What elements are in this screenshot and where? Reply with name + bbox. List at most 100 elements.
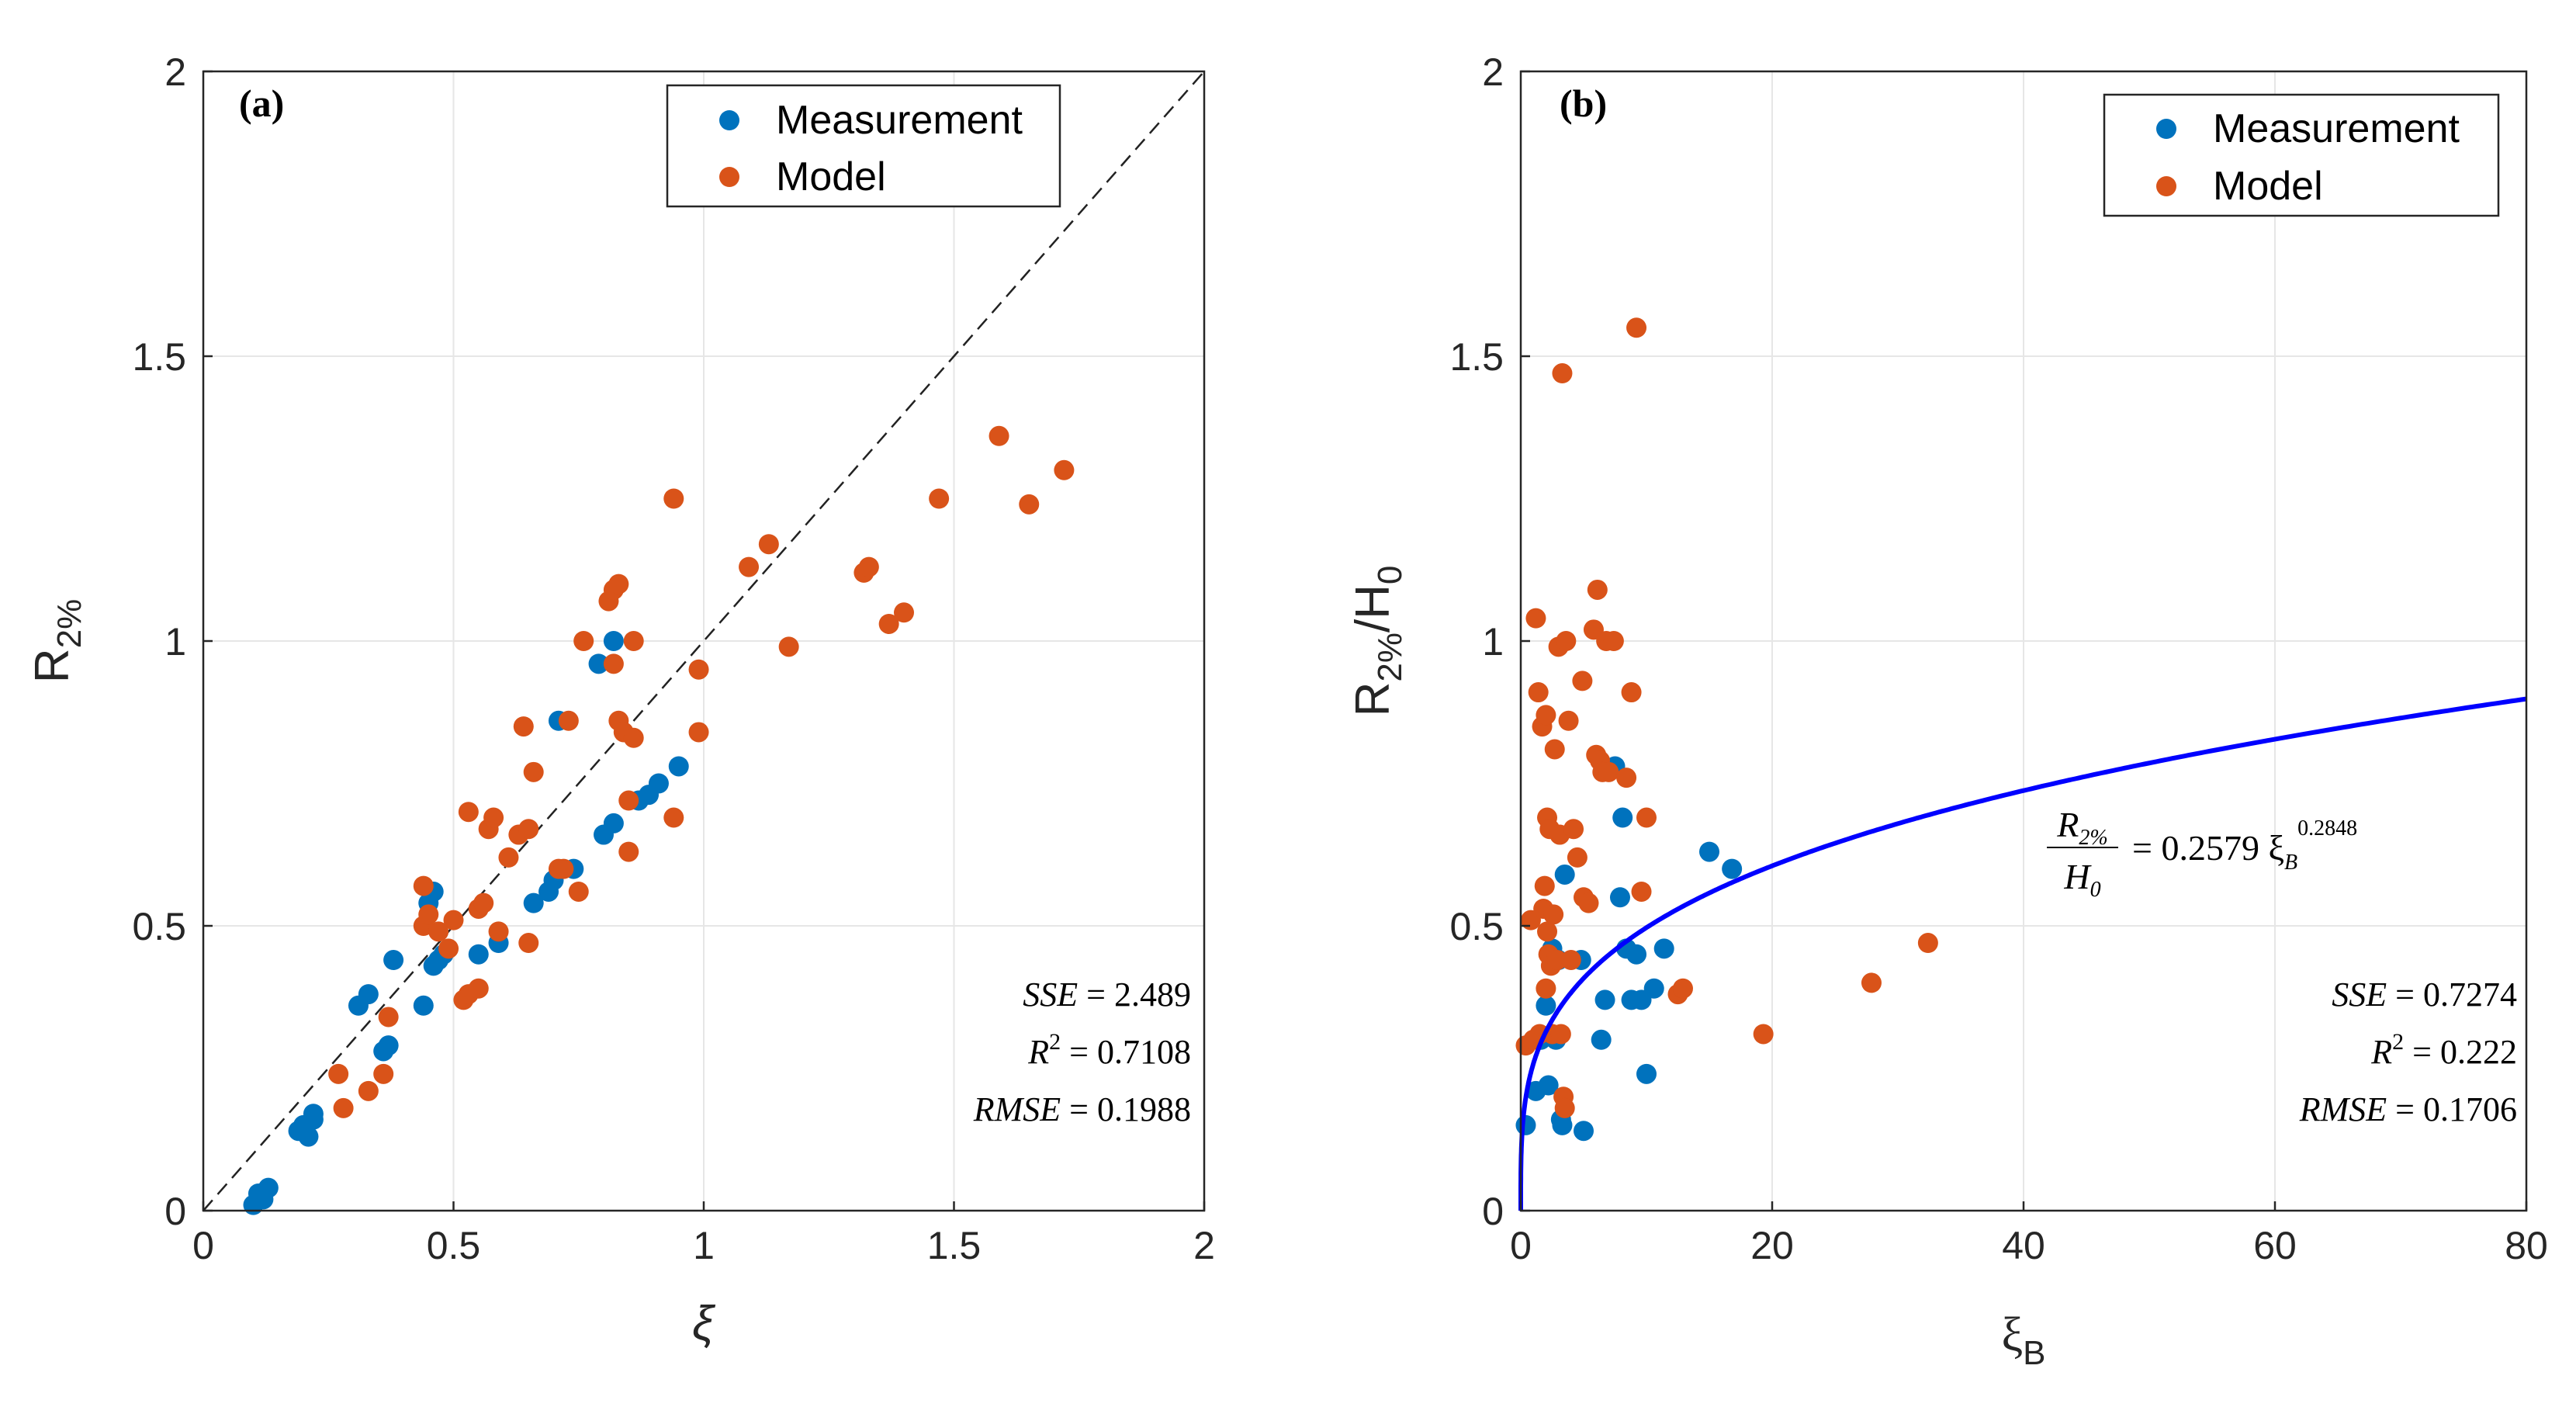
legend-label-measurement: Measurement — [2213, 106, 2460, 151]
point-model — [858, 556, 879, 577]
point-model — [1560, 950, 1581, 971]
point-model — [1556, 631, 1577, 651]
point-measurement — [523, 892, 544, 913]
point-model — [1578, 892, 1599, 913]
y-axis-label: R2% — [26, 599, 88, 683]
point-model — [618, 790, 639, 811]
stat-r2: R2 = 0.222 — [2370, 1029, 2517, 1071]
legend-box — [2103, 93, 2500, 217]
point-model — [1550, 1024, 1571, 1045]
legend-label-model: Model — [2213, 164, 2323, 209]
point-model — [1636, 807, 1657, 828]
point-model — [1543, 904, 1564, 925]
y-tick-label: 1 — [164, 620, 186, 664]
legend: Measurement Model — [666, 84, 1061, 208]
point-model — [1019, 494, 1040, 515]
point-measurement — [603, 813, 624, 833]
legend-label-model: Model — [776, 154, 886, 199]
x-tick-label: 0.5 — [427, 1224, 481, 1267]
point-measurement — [468, 944, 489, 965]
point-measurement — [383, 950, 404, 971]
point-model — [518, 819, 539, 840]
point-model — [553, 858, 574, 879]
y-tick-label: 0.5 — [132, 905, 186, 948]
point-model — [688, 659, 709, 680]
x-tick-label: 60 — [2253, 1224, 2297, 1267]
point-measurement — [1699, 841, 1719, 862]
x-tick-label: 1 — [693, 1224, 715, 1267]
point-model — [413, 875, 434, 896]
point-model — [1537, 921, 1558, 942]
fit-statistics: SSE = 2.489 R2 = 0.7108 RMSE = 0.1988 — [973, 976, 1191, 1128]
point-measurement — [358, 984, 379, 1005]
point-model — [989, 425, 1009, 446]
legend-marker-model — [2156, 176, 2176, 196]
point-model — [568, 881, 589, 902]
point-model — [1621, 682, 1642, 703]
point-model — [458, 802, 479, 823]
point-model — [663, 488, 684, 509]
point-measurement — [378, 1035, 399, 1056]
x-axis-label: ξ — [692, 1297, 716, 1350]
point-model — [1572, 671, 1593, 691]
legend-marker-measurement — [719, 110, 739, 130]
point-measurement — [1552, 1114, 1573, 1135]
point-model — [929, 488, 950, 509]
point-measurement — [1722, 858, 1743, 879]
point-measurement — [648, 773, 669, 794]
point-measurement — [1574, 1121, 1594, 1142]
point-model — [443, 910, 464, 930]
equation-denominator: H0 — [2063, 857, 2100, 902]
point-model — [1861, 972, 1882, 993]
point-model — [523, 761, 544, 782]
x-tick-label: 20 — [1750, 1224, 1794, 1267]
point-measurement — [1515, 1114, 1536, 1135]
y-tick-label: 1.5 — [132, 335, 186, 379]
point-measurement — [1591, 1029, 1612, 1050]
point-measurement — [588, 653, 609, 674]
point-model — [1054, 459, 1075, 480]
point-model — [518, 933, 539, 954]
point-model — [1544, 739, 1565, 760]
point-model — [328, 1063, 349, 1084]
fit-statistics: SSE = 0.7274 R2 = 0.222 RMSE = 0.1706 — [2299, 976, 2517, 1128]
reference-line — [203, 71, 1205, 1211]
data-points — [243, 425, 1075, 1215]
x-tick-label: 0 — [1510, 1224, 1532, 1267]
fit-equation: R2% H0 = 0.2579 ξB0.2848 — [2047, 805, 2357, 902]
point-measurement — [1594, 989, 1615, 1010]
x-tick-label: 40 — [2002, 1224, 2045, 1267]
point-model — [358, 1080, 379, 1101]
point-model — [1672, 978, 1693, 999]
point-measurement — [413, 995, 434, 1016]
point-measurement — [1536, 995, 1556, 1016]
panel-label: (a) — [239, 81, 284, 125]
point-model — [1598, 761, 1619, 782]
point-model — [428, 921, 449, 942]
point-model — [1558, 710, 1579, 731]
point-model — [1525, 608, 1546, 629]
point-measurement — [1538, 1075, 1559, 1096]
point-model — [1552, 363, 1573, 384]
point-model — [1587, 579, 1608, 600]
point-model — [608, 574, 629, 594]
y-tick-label: 0 — [164, 1190, 186, 1233]
point-model — [623, 631, 644, 651]
point-measurement — [1653, 938, 1674, 959]
point-model — [513, 716, 534, 737]
point-model — [1534, 875, 1555, 896]
equation-rhs: = 0.2579 ξB0.2848 — [2132, 816, 2357, 875]
point-model — [623, 727, 644, 748]
panel-b: 0 20 40 60 80 0 0.5 1 1.5 2 (b) Measurement Model… — [1346, 50, 2548, 1372]
stat-rmse: RMSE = 0.1706 — [2299, 1090, 2517, 1128]
point-model — [473, 892, 494, 913]
tick-labels: 0 20 40 60 80 0 0.5 1 1.5 2 — [1449, 50, 2547, 1267]
tick-labels: 0 0.5 1 1.5 2 0 0.5 1 1.5 2 — [132, 50, 1214, 1267]
x-tick-label: 0 — [192, 1224, 214, 1267]
point-model — [1536, 705, 1556, 726]
point-measurement — [258, 1177, 279, 1198]
y-tick-label: 0.5 — [1449, 905, 1504, 948]
point-model — [558, 710, 579, 731]
point-model — [1603, 631, 1624, 651]
point-model — [498, 847, 519, 868]
